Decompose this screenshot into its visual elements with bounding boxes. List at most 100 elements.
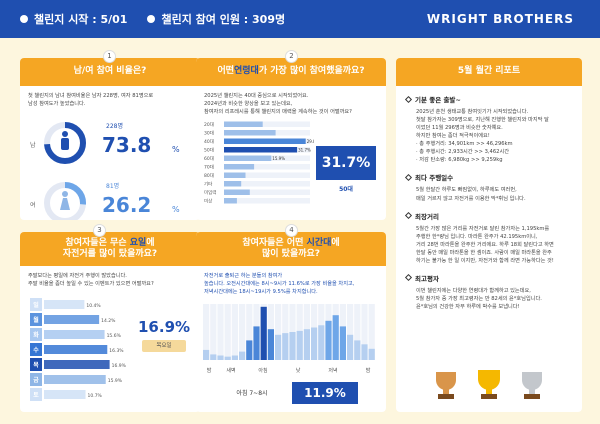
card-hour-desc-1: 자전거로 출퇴근 하는 분들의 참여가 (204, 273, 283, 279)
hour-bar (239, 351, 246, 360)
hour-bar (267, 329, 274, 360)
hour-highlight-label: 아침 7~8시 (236, 390, 268, 397)
monthly-report: 5월 월간 리포트 기분 좋은 출발~ 2025년 춘천 생태교통 참여잇기가 … (396, 58, 582, 412)
weekday-label: 금 (33, 376, 39, 384)
report-section-3-title: 최장거리 (404, 211, 572, 221)
male-pct: 73.8 (102, 133, 151, 157)
age-bar-track (224, 198, 310, 204)
age-label: 미입력 (204, 189, 216, 196)
badge-2: 2 (285, 50, 298, 63)
report-section-1-line: 하지만 참여는 좀더 적극적이에요! (416, 133, 490, 140)
female-pct: 26.2 (102, 193, 151, 217)
card-hour-title-a: 참여자들은 어떤 (242, 237, 307, 248)
age-bar (224, 172, 246, 178)
hour-bar (311, 327, 318, 360)
badge-1: 1 (103, 50, 116, 63)
header-bar: 챌린지 시작 : 5/01 챌린지 참여 인원 : 309명 WRIGHT BR… (0, 0, 600, 38)
diamond-icon (404, 274, 413, 282)
weekday-label: 일 (33, 301, 39, 309)
bronze-trophy-icon (436, 372, 456, 399)
age-bar-track (224, 189, 310, 195)
card-weekday-title: 참여자들은 무슨 요일에 자전거를 많이 탔을까요? (20, 232, 200, 266)
weekday-bar (44, 390, 86, 399)
badge-3: 3 (93, 224, 106, 237)
hour-highlight-pct: 11.9% (292, 382, 358, 404)
hour-bar-track (347, 304, 354, 360)
weekday-bar (44, 375, 106, 384)
trophies (436, 370, 542, 399)
report-section-2-line: 매일 거르지 않고 자전거를 이용한 막*휘님 입니다. (416, 195, 526, 202)
hour-bar-track (361, 304, 368, 360)
gold-trophy-icon (478, 370, 500, 399)
age-bar (224, 189, 250, 195)
hour-bar-track (354, 304, 361, 360)
bullet-icon (20, 15, 28, 23)
report-section-1-line: 이었던 11월 296명과 비슷한 숫자예요. (416, 125, 503, 132)
hour-bar (275, 334, 282, 360)
card-hour-title-line2: 많이 탔을까요? (261, 249, 321, 259)
start-date-label: 챌린지 시작 : 5/01 (34, 13, 128, 26)
hour-bar (289, 332, 296, 360)
age-label: 50대 (204, 147, 214, 154)
hour-bar (368, 348, 375, 360)
weekday-bar-chart: 일 10.4% 월 14.2% 화 15.6% 수 16.3% 목 16.9% 금 15.9% 토 10.… (30, 298, 127, 401)
participants-item: 챌린지 참여 인원 : 309명 (147, 11, 285, 27)
badge-4: 4 (285, 224, 298, 237)
report-title: 5월 월간 리포트 (396, 58, 582, 86)
report-section-3-line: 하기는 불가능 한 일 이지만, 자전거와 함께 라면 가능하다는 것! (416, 257, 554, 264)
weekday-label: 목 (33, 361, 39, 369)
weekday-label: 수 (33, 347, 39, 354)
weekday-value: 14.2% (101, 318, 116, 324)
weekday-chip (30, 388, 42, 401)
female-pct-unit: % (172, 205, 180, 214)
card-age-desc-1: 2025년 챌린지는 40대 중심으로 시작되었어요. (204, 93, 309, 99)
card-weekday-desc-2: 주말 비율을 좀더 높일 수 있는 이벤트가 있으면 어떨까요? (28, 281, 154, 288)
card-hour-title: 참여자들은 어떤 시간대에 많이 탔을까요? (196, 232, 386, 266)
card-age-title-b: 연령대 (234, 66, 259, 77)
age-bar-track (224, 181, 310, 187)
hour-bar (354, 340, 361, 360)
age-highlight-label: 50대 (339, 186, 353, 193)
female-side-label: 여 (30, 201, 36, 209)
weekday-chip (30, 328, 42, 341)
female-ring-fill (44, 182, 86, 220)
report-section-1-line: 첫달 참가자는 309명으로, 지난해 진행한 챌린지와 마지막 달 (416, 117, 549, 124)
card-weekday-desc-1: 주말보다는 평일에 자전거 주행이 많았습니다. (28, 273, 127, 279)
weekday-value: 15.6% (107, 333, 122, 339)
age-highlight-box: 31.7% (316, 146, 376, 180)
weekday-bar (44, 360, 110, 369)
card-weekday-title-a: 참여자들은 무슨 (65, 237, 130, 248)
card-age-desc-3: 참여자의 리프레시를 통해 챌린지의 매력을 계속하는 것이 어떨까요? (204, 109, 352, 116)
male-count: 228명 (106, 122, 123, 130)
card-weekday-title-c: 에 (146, 237, 155, 248)
male-side-label: 남 (30, 141, 36, 149)
hour-bar (318, 325, 325, 360)
weekday-highlight-label: 목요일 (142, 340, 186, 352)
silver-trophy-icon (522, 372, 542, 399)
hour-axis-label: 밤 (366, 367, 371, 374)
card-hour-desc-2: 높습니다. 오전시간대에는 8시~9시가 11.6%로 가장 비율을 차지고, (204, 281, 355, 288)
card-age: 어떤 연령대 가 가장 많이 참여했을까요? 2025년 챌린지는 40대 중심… (196, 58, 386, 220)
report-section-1-line: · 총 주행거리: 34,901km >> 46,296km (416, 141, 513, 148)
weekday-chip (30, 358, 42, 371)
hour-axis-label: 밤 (207, 367, 212, 374)
card-age-desc-2: 2024년과 비슷한 양상을 보고 있는데요, (204, 101, 293, 108)
report-section-1-line: 2025년 춘천 생태교통 참여잇기가 시작되었습니다. (416, 109, 529, 115)
age-bar-value: 29.8% (307, 139, 314, 144)
weekday-value: 16.9% (112, 363, 127, 369)
age-bar (224, 155, 272, 161)
age-bar (224, 121, 263, 127)
card-weekday: 참여자들은 무슨 요일에 자전거를 많이 탔을까요? 주말보다는 평일에 자전거… (20, 232, 200, 412)
age-label: 20대 (204, 121, 214, 128)
card-age-title-c: 가 가장 많이 참여했을까요? (258, 66, 365, 77)
card-hour-title-c: 에 (331, 237, 340, 248)
card-gender-desc-2: 남성 참여도가 높았습니다. (28, 101, 86, 108)
card-weekday-title-b: 요일 (129, 237, 147, 248)
male-icon (61, 131, 69, 150)
report-section-4-line: 윤*호님의 건강한 자부 하루에 박수를 보냅니다! (416, 304, 520, 310)
hour-axis-label: 낮 (296, 367, 301, 374)
participants-label: 챌린지 참여 인원 : 309명 (161, 13, 286, 26)
report-section-4-line: 이번 챌린지에는 다양한 연령대가 함께하고 있는데요, (416, 287, 531, 294)
male-ring-fill (44, 122, 86, 164)
hour-bar-track (246, 304, 253, 360)
